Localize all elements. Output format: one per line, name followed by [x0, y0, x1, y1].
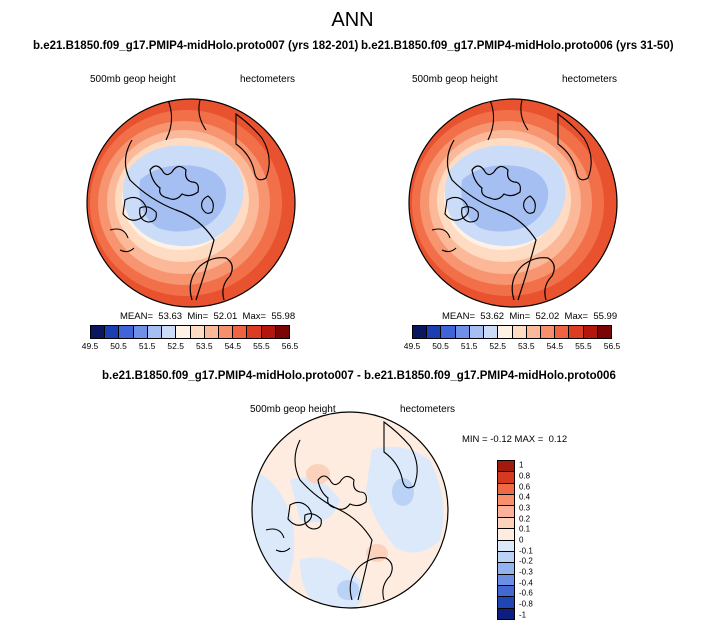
colorbar-tick-label: 53.5 — [518, 341, 535, 351]
colorbar-tick-label: 0.6 — [519, 482, 531, 492]
colorbar-tick-label: 0 — [519, 535, 524, 545]
colorbar-tick-label: 50.5 — [432, 341, 449, 351]
colorbar-tick-label: 1 — [519, 460, 524, 470]
left-variable-label: 500mb geop height — [90, 74, 176, 85]
colorbar-tick-label: -0.8 — [519, 599, 533, 609]
colorbar-swatch — [498, 585, 514, 598]
colorbar-swatch — [427, 326, 442, 338]
colorbar-swatch — [498, 506, 514, 518]
colorbar-swatch — [498, 472, 514, 484]
left-panel-title: b.e21.B1850.f09_g17.PMIP4-midHolo.proto0… — [33, 40, 359, 52]
colorbar-tick-label: 51.5 — [460, 341, 478, 351]
colorbar-tick-label: 52.5 — [167, 341, 184, 351]
colorbar-tick-label: -1 — [519, 610, 527, 620]
colorbar-swatch — [498, 540, 514, 552]
colorbar-tick-label: 52.5 — [489, 341, 506, 351]
colorbar-swatch — [190, 326, 205, 338]
colorbar-swatch — [498, 563, 514, 575]
colorbar-tick-label: 49.5 — [81, 341, 99, 351]
colorbar-tick-label: 0.2 — [519, 514, 531, 524]
colorbar-swatch — [498, 529, 514, 541]
colorbar-tick-label: 56.5 — [281, 341, 299, 351]
colorbar-swatch — [540, 326, 556, 338]
diff-units-label: hectometers — [400, 404, 456, 415]
colorbar-swatch — [233, 326, 248, 338]
colorbar-swatch — [218, 326, 234, 338]
colorbar-swatch — [498, 574, 514, 586]
colorbar-swatch — [498, 551, 514, 564]
left-units-label: hectometers — [240, 74, 296, 85]
colorbar-swatch — [247, 326, 262, 338]
colorbar-swatch — [162, 326, 177, 338]
colorbar-swatch — [176, 326, 191, 338]
colorbar-tick-label: -0.2 — [519, 556, 533, 566]
right-colorbar: 49.5 50.5 51.5 52.5 53.5 54.5 55.5 56.5 — [404, 325, 620, 351]
right-variable-label: 500mb geop height — [412, 74, 498, 85]
colorbar-tick-label: 50.5 — [110, 341, 127, 351]
right-stats: MEAN= 53.62 Min= 52.02 Max= 55.99 — [442, 311, 618, 322]
colorbar-swatch — [526, 326, 541, 338]
colorbar-swatch — [261, 326, 276, 338]
colorbar-tick-label: -0.6 — [519, 588, 533, 598]
colorbar-swatch — [597, 326, 612, 338]
colorbar-tick-label: -0.4 — [519, 578, 533, 588]
colorbar-swatch — [147, 326, 163, 338]
left-colorbar: 49.5 50.5 51.5 52.5 53.5 54.5 55.5 56.5 — [82, 325, 298, 351]
colorbar-swatch — [498, 483, 514, 496]
colorbar-swatch — [498, 326, 513, 338]
colorbar-swatch — [555, 326, 570, 338]
colorbar-swatch — [105, 326, 120, 338]
colorbar-tick-label: 51.5 — [138, 341, 156, 351]
colorbar-swatch — [441, 326, 456, 338]
colorbar-tick-label: 49.5 — [403, 341, 421, 351]
colorbar-swatch — [469, 326, 485, 338]
difference-colorbar — [497, 460, 515, 620]
colorbar-tick-label: 0.4 — [519, 492, 531, 502]
colorbar-swatch — [498, 517, 514, 530]
left-stats: MEAN= 53.63 Min= 52.01 Max= 55.98 — [120, 311, 296, 322]
colorbar-tick-label: 0.3 — [519, 503, 531, 513]
colorbar-swatch — [455, 326, 470, 338]
colorbar-tick-label: 0.1 — [519, 524, 531, 534]
colorbar-tick-label: 54.5 — [224, 341, 242, 351]
colorbar-tick-label: 55.5 — [575, 341, 592, 351]
colorbar-tick-label: 53.5 — [196, 341, 213, 351]
colorbar-swatch — [569, 326, 584, 338]
diff-variable-label: 500mb geop height — [250, 404, 336, 415]
colorbar-swatch — [413, 326, 428, 338]
figure-title: ANN — [331, 9, 374, 31]
right-units-label: hectometers — [562, 74, 618, 85]
right-panel-title: b.e21.B1850.f09_g17.PMIP4-midHolo.proto0… — [361, 40, 674, 52]
colorbar-tick-label: 0.8 — [519, 471, 531, 481]
colorbar-swatch — [91, 326, 106, 338]
colorbar-tick-label: -0.1 — [519, 546, 533, 556]
colorbar-tick-label: 54.5 — [546, 341, 564, 351]
diff-min-max: MIN = -0.12 MAX = 0.12 — [462, 434, 568, 445]
colorbar-tick-label: 55.5 — [253, 341, 270, 351]
colorbar-tick-label: -0.3 — [519, 567, 533, 577]
colorbar-swatch — [119, 326, 134, 338]
difference-title: b.e21.B1850.f09_g17.PMIP4-midHolo.proto0… — [102, 370, 616, 382]
colorbar-swatch — [583, 326, 598, 338]
colorbar-swatch — [133, 326, 148, 338]
colorbar-swatch — [204, 326, 219, 338]
colorbar-tick-label: 56.5 — [603, 341, 621, 351]
colorbar-swatch — [275, 326, 290, 338]
colorbar-swatch — [498, 597, 514, 609]
colorbar-swatch — [498, 495, 514, 507]
colorbar-swatch — [498, 608, 514, 620]
colorbar-swatch — [512, 326, 527, 338]
colorbar-swatch — [484, 326, 499, 338]
colorbar-swatch — [498, 461, 514, 473]
